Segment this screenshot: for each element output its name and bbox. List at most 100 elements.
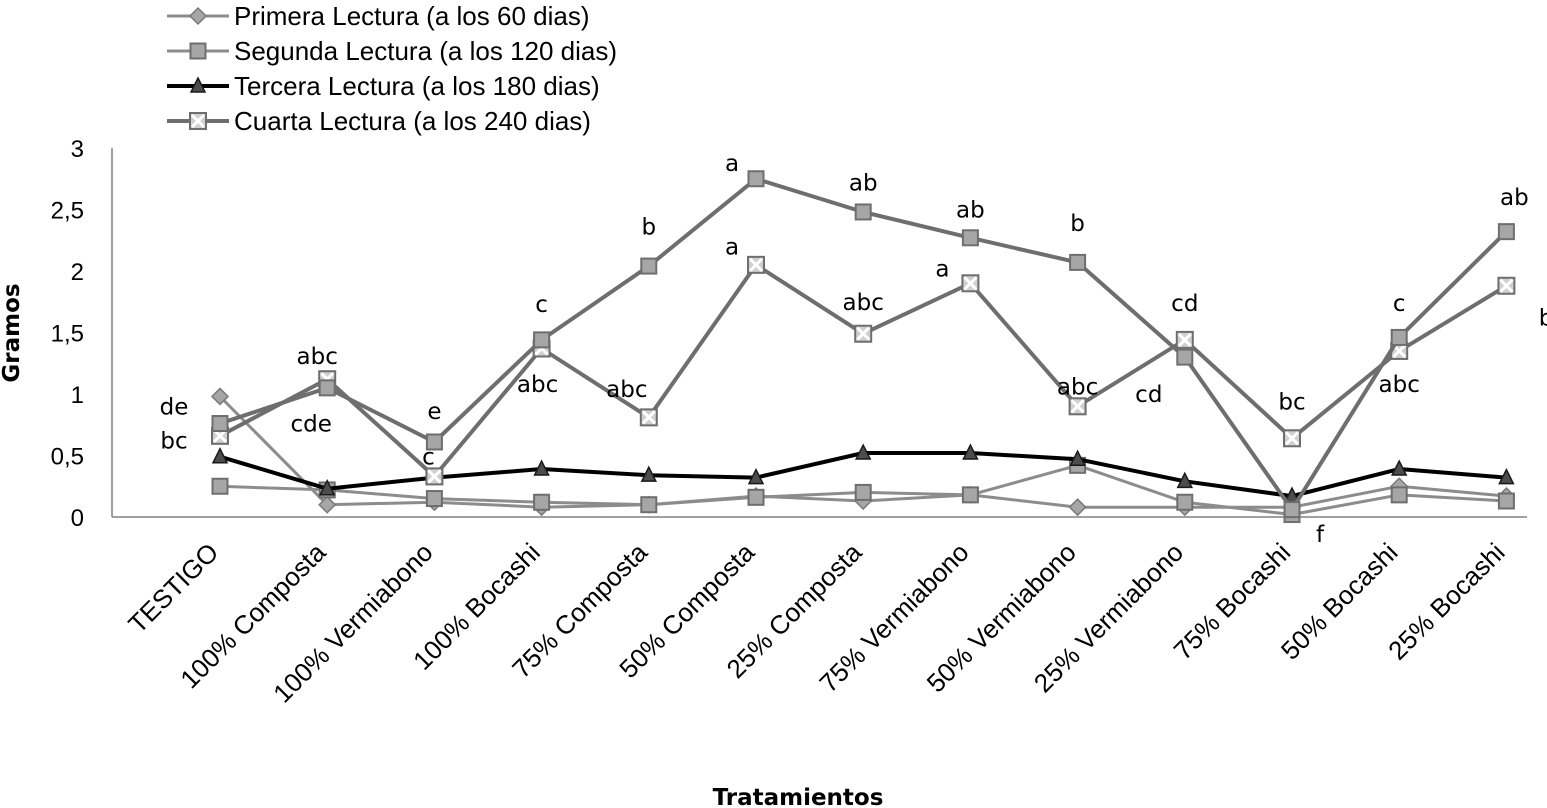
significance-label: cde <box>290 412 331 438</box>
plot-series <box>210 170 1516 524</box>
legend-label: Primera Lectura (a los 60 dias) <box>234 1 589 31</box>
data-point <box>1283 429 1301 448</box>
y-tick-label: 2 <box>71 259 84 286</box>
y-tick-label: 0,5 <box>51 444 84 471</box>
legend-marker <box>189 112 207 130</box>
y-tick-label: 1,5 <box>51 321 84 348</box>
significance-label: b <box>1070 211 1085 237</box>
data-point <box>533 493 551 511</box>
legend-marker <box>189 76 207 93</box>
legend-entry: Primera Lectura (a los 60 dias) <box>167 1 589 31</box>
data-point <box>1498 467 1515 485</box>
data-point-cross <box>427 469 442 484</box>
data-point <box>1497 276 1516 295</box>
data-point <box>747 255 765 274</box>
legend-entry: Segunda Lectura (a los 120 dias) <box>167 36 617 66</box>
data-point <box>1390 486 1408 504</box>
data-point <box>640 465 658 482</box>
significance-label: abc <box>1057 375 1098 401</box>
y-tick-label: 2,5 <box>51 198 84 225</box>
data-point <box>1176 493 1194 511</box>
significance-label: c <box>1393 291 1406 317</box>
data-point <box>1283 501 1301 519</box>
data-point <box>1068 498 1087 517</box>
data-point <box>425 490 443 508</box>
data-point <box>747 467 765 485</box>
data-point <box>1068 397 1087 416</box>
y-tick-label: 1 <box>71 382 84 409</box>
legend-marker <box>189 42 207 60</box>
data-point <box>961 274 980 293</box>
significance-label: c <box>535 292 548 318</box>
legend-label: Tercera Lectura (a los 180 dias) <box>234 71 600 101</box>
data-point <box>318 495 337 514</box>
legend-marker-cross <box>190 113 206 129</box>
significance-label: bc <box>160 429 187 455</box>
data-point <box>1175 330 1194 349</box>
data-point <box>854 324 873 343</box>
significance-label: bc <box>1539 306 1547 332</box>
data-point <box>640 257 658 275</box>
data-point <box>854 443 872 460</box>
series-5 <box>211 170 1515 519</box>
data-point <box>961 486 979 504</box>
significance-label: a <box>935 257 949 283</box>
significance-label: ab <box>1500 185 1529 211</box>
significance-label: de <box>160 394 189 420</box>
data-point-cross <box>1499 278 1514 293</box>
data-point <box>210 387 230 406</box>
data-point-cross <box>641 410 656 425</box>
significance-label: a <box>725 234 739 260</box>
legend: Primera Lectura (a los 60 dias) Segunda L… <box>167 1 617 136</box>
data-point <box>639 408 658 427</box>
data-point-cross <box>1070 399 1085 414</box>
legend-entry: Tercera Lectura (a los 180 dias) <box>167 71 600 101</box>
significance-label: abc <box>606 377 647 403</box>
significance-label: c <box>422 445 435 471</box>
x-axis-title: Tratamientos <box>713 785 884 808</box>
data-point <box>747 488 765 506</box>
legend-label: Cuarta Lectura (a los 240 dias) <box>234 106 591 136</box>
data-point <box>211 447 229 464</box>
data-point <box>747 170 765 188</box>
data-point <box>1497 223 1515 241</box>
data-point <box>533 331 551 349</box>
legend-label: Segunda Lectura (a los 120 dias) <box>234 36 617 66</box>
data-point <box>1176 348 1194 366</box>
series-line <box>219 176 1508 512</box>
data-point-cross <box>856 326 871 341</box>
data-point <box>1069 253 1087 271</box>
significance-label: ab <box>849 170 878 196</box>
series-4 <box>211 255 1516 486</box>
y-axis-title: Gramos <box>0 283 25 382</box>
data-point <box>211 415 229 433</box>
data-point <box>962 443 979 460</box>
x-tick-label: TESTIGO <box>122 537 224 639</box>
data-point <box>854 483 872 501</box>
y-tick-label: 3 <box>71 136 84 163</box>
significance-label: b <box>641 215 656 241</box>
y-tick-label: 0 <box>71 505 84 532</box>
data-point-cross <box>963 276 978 291</box>
significance-label: f <box>1316 522 1325 548</box>
data-point <box>533 459 550 476</box>
significance-label: abc <box>843 290 884 316</box>
data-point <box>425 433 443 451</box>
data-point <box>318 379 336 397</box>
data-point-cross <box>1177 332 1192 347</box>
significance-label: abc <box>297 344 338 370</box>
significance-label: cd <box>1171 291 1198 317</box>
data-point <box>425 467 444 486</box>
data-point <box>318 479 336 496</box>
significance-label: abc <box>517 372 558 398</box>
data-point <box>1069 449 1086 466</box>
data-point <box>854 203 872 221</box>
y-axis: 0 0,5 1 1,5 2 2,5 3 <box>51 136 113 532</box>
data-point <box>961 229 979 247</box>
data-point-cross <box>748 257 764 272</box>
legend-entry: Cuarta Lectura (a los 240 dias) <box>167 106 591 136</box>
data-point <box>211 477 229 495</box>
